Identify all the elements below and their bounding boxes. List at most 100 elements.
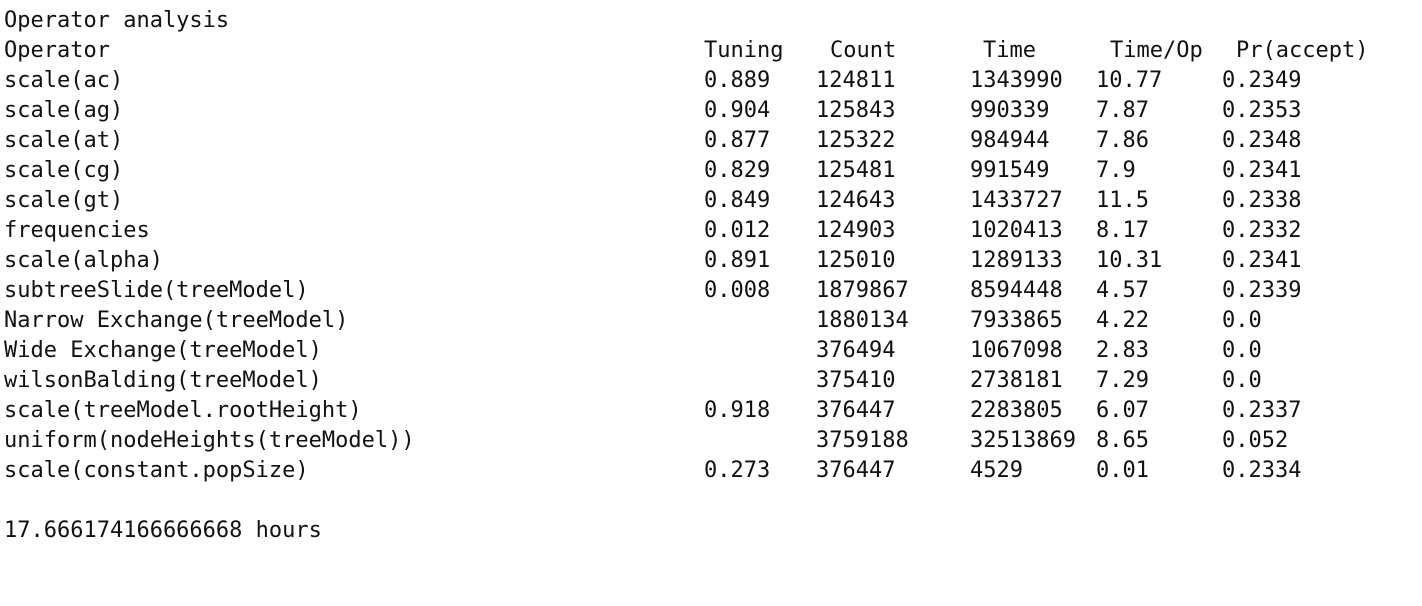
cell-operator: scale(treeModel.rootHeight) — [4, 398, 362, 423]
total-time-line: 17.666174166666668 hours — [0, 516, 1422, 546]
header-pr-accept: Pr(accept) — [1236, 38, 1369, 63]
cell-time-per-op: 4.57 — [1096, 278, 1149, 303]
cell-count: 124903 — [816, 218, 896, 243]
table-row: Narrow Exchange(treeModel) 1880134 7933865… — [0, 306, 1422, 336]
cell-pr-accept: 0.2341 — [1222, 248, 1302, 273]
cell-operator: scale(cg) — [4, 158, 124, 183]
cell-pr-accept: 0.2353 — [1222, 98, 1302, 123]
cell-tuning: 0.889 — [704, 68, 771, 93]
table-row: subtreeSlide(treeModel) 0.008 1879867 85944… — [0, 276, 1422, 306]
cell-tuning: 0.918 — [704, 398, 771, 423]
cell-count: 376447 — [816, 398, 896, 423]
cell-time-per-op: 7.29 — [1096, 368, 1149, 393]
report-title: Operator analysis — [0, 6, 1422, 36]
table-row: scale(cg) 0.829 125481 991549 7.9 0.2341 — [0, 156, 1422, 186]
cell-time-per-op: 10.77 — [1096, 68, 1163, 93]
cell-time: 2283805 — [970, 398, 1063, 423]
cell-time-per-op: 4.22 — [1096, 308, 1149, 333]
header-count: Count — [830, 38, 897, 63]
cell-time-per-op: 7.87 — [1096, 98, 1149, 123]
table-row: scale(ag) 0.904 125843 990339 7.87 0.2353 — [0, 96, 1422, 126]
cell-count: 125322 — [816, 128, 896, 153]
cell-pr-accept: 0.2338 — [1222, 188, 1302, 213]
cell-time-per-op: 11.5 — [1096, 188, 1149, 213]
cell-count: 125843 — [816, 98, 896, 123]
table-header-row: Operator Tuning Count Time Time/Op Pr(ac… — [0, 36, 1422, 66]
table-row: scale(gt) 0.849 124643 1433727 11.5 0.2338 — [0, 186, 1422, 216]
cell-time: 1433727 — [970, 188, 1063, 213]
header-tuning: Tuning — [704, 38, 784, 63]
cell-time-per-op: 0.01 — [1096, 458, 1149, 483]
cell-pr-accept: 0.052 — [1222, 428, 1289, 453]
cell-operator: scale(alpha) — [4, 248, 163, 273]
cell-time-per-op: 2.83 — [1096, 338, 1149, 363]
header-operator: Operator — [4, 38, 110, 63]
cell-time: 1343990 — [970, 68, 1063, 93]
cell-time-per-op: 10.31 — [1096, 248, 1163, 273]
cell-count: 3759188 — [816, 428, 909, 453]
cell-pr-accept: 0.2339 — [1222, 278, 1302, 303]
cell-pr-accept: 0.2348 — [1222, 128, 1302, 153]
cell-operator: Wide Exchange(treeModel) — [4, 338, 322, 363]
cell-time: 1020413 — [970, 218, 1063, 243]
cell-count: 376494 — [816, 338, 896, 363]
table-row: scale(at) 0.877 125322 984944 7.86 0.2348 — [0, 126, 1422, 156]
cell-count: 376447 — [816, 458, 896, 483]
cell-time: 32513869 — [970, 428, 1076, 453]
cell-time: 984944 — [970, 128, 1050, 153]
cell-pr-accept: 0.0 — [1222, 308, 1262, 333]
cell-operator: scale(at) — [4, 128, 124, 153]
cell-pr-accept: 0.2337 — [1222, 398, 1302, 423]
cell-time: 2738181 — [970, 368, 1063, 393]
table-row: uniform(nodeHeights(treeModel)) 3759188 32… — [0, 426, 1422, 456]
cell-tuning: 0.829 — [704, 158, 771, 183]
cell-time-per-op: 7.9 — [1096, 158, 1136, 183]
table-row: wilsonBalding(treeModel) 375410 2738181 7.2… — [0, 366, 1422, 396]
cell-time-per-op: 7.86 — [1096, 128, 1149, 153]
cell-pr-accept: 0.2334 — [1222, 458, 1302, 483]
cell-tuning: 0.273 — [704, 458, 771, 483]
table-row: Wide Exchange(treeModel) 376494 1067098 2.8… — [0, 336, 1422, 366]
table-row: scale(constant.popSize) 0.273 376447 4529 0.… — [0, 456, 1422, 486]
terminal-output[interactable]: Operator analysis Operator Tuning Count … — [0, 0, 1422, 578]
cell-operator: scale(ac) — [4, 68, 124, 93]
total-time: 17.666174166666668 hours — [4, 518, 322, 543]
cell-tuning: 0.849 — [704, 188, 771, 213]
cell-tuning: 0.891 — [704, 248, 771, 273]
table-row: scale(ac) 0.889 124811 1343990 10.77 0.2349 — [0, 66, 1422, 96]
cell-operator: frequencies — [4, 218, 150, 243]
cell-count: 124643 — [816, 188, 896, 213]
cell-time: 1289133 — [970, 248, 1063, 273]
cell-operator: scale(ag) — [4, 98, 124, 123]
cell-count: 124811 — [816, 68, 896, 93]
cell-time-per-op: 8.17 — [1096, 218, 1149, 243]
cell-operator: wilsonBalding(treeModel) — [4, 368, 322, 393]
cell-time: 7933865 — [970, 308, 1063, 333]
cell-pr-accept: 0.0 — [1222, 368, 1262, 393]
cell-count: 125010 — [816, 248, 896, 273]
cell-time-per-op: 8.65 — [1096, 428, 1149, 453]
header-time: Time — [983, 38, 1036, 63]
report-title-text: Operator analysis — [4, 8, 230, 33]
table-row: scale(treeModel.rootHeight) 0.918 376447 22… — [0, 396, 1422, 426]
cell-operator: uniform(nodeHeights(treeModel)) — [4, 428, 415, 453]
cell-tuning: 0.904 — [704, 98, 771, 123]
cell-time: 8594448 — [970, 278, 1063, 303]
cell-count: 375410 — [816, 368, 896, 393]
cell-time: 4529 — [970, 458, 1023, 483]
cell-pr-accept: 0.0 — [1222, 338, 1262, 363]
cell-pr-accept: 0.2349 — [1222, 68, 1302, 93]
cell-pr-accept: 0.2332 — [1222, 218, 1302, 243]
header-time-per-op: Time/Op — [1110, 38, 1203, 63]
cell-count: 125481 — [816, 158, 896, 183]
cell-count: 1880134 — [816, 308, 909, 333]
cell-time-per-op: 6.07 — [1096, 398, 1149, 423]
cell-time: 991549 — [970, 158, 1050, 183]
table-row: scale(alpha) 0.891 125010 1289133 10.31 0.234… — [0, 246, 1422, 276]
cell-pr-accept: 0.2341 — [1222, 158, 1302, 183]
cell-time: 1067098 — [970, 338, 1063, 363]
cell-operator: scale(constant.popSize) — [4, 458, 309, 483]
cell-operator: Narrow Exchange(treeModel) — [4, 308, 349, 333]
cell-tuning: 0.877 — [704, 128, 771, 153]
cell-operator: scale(gt) — [4, 188, 124, 213]
